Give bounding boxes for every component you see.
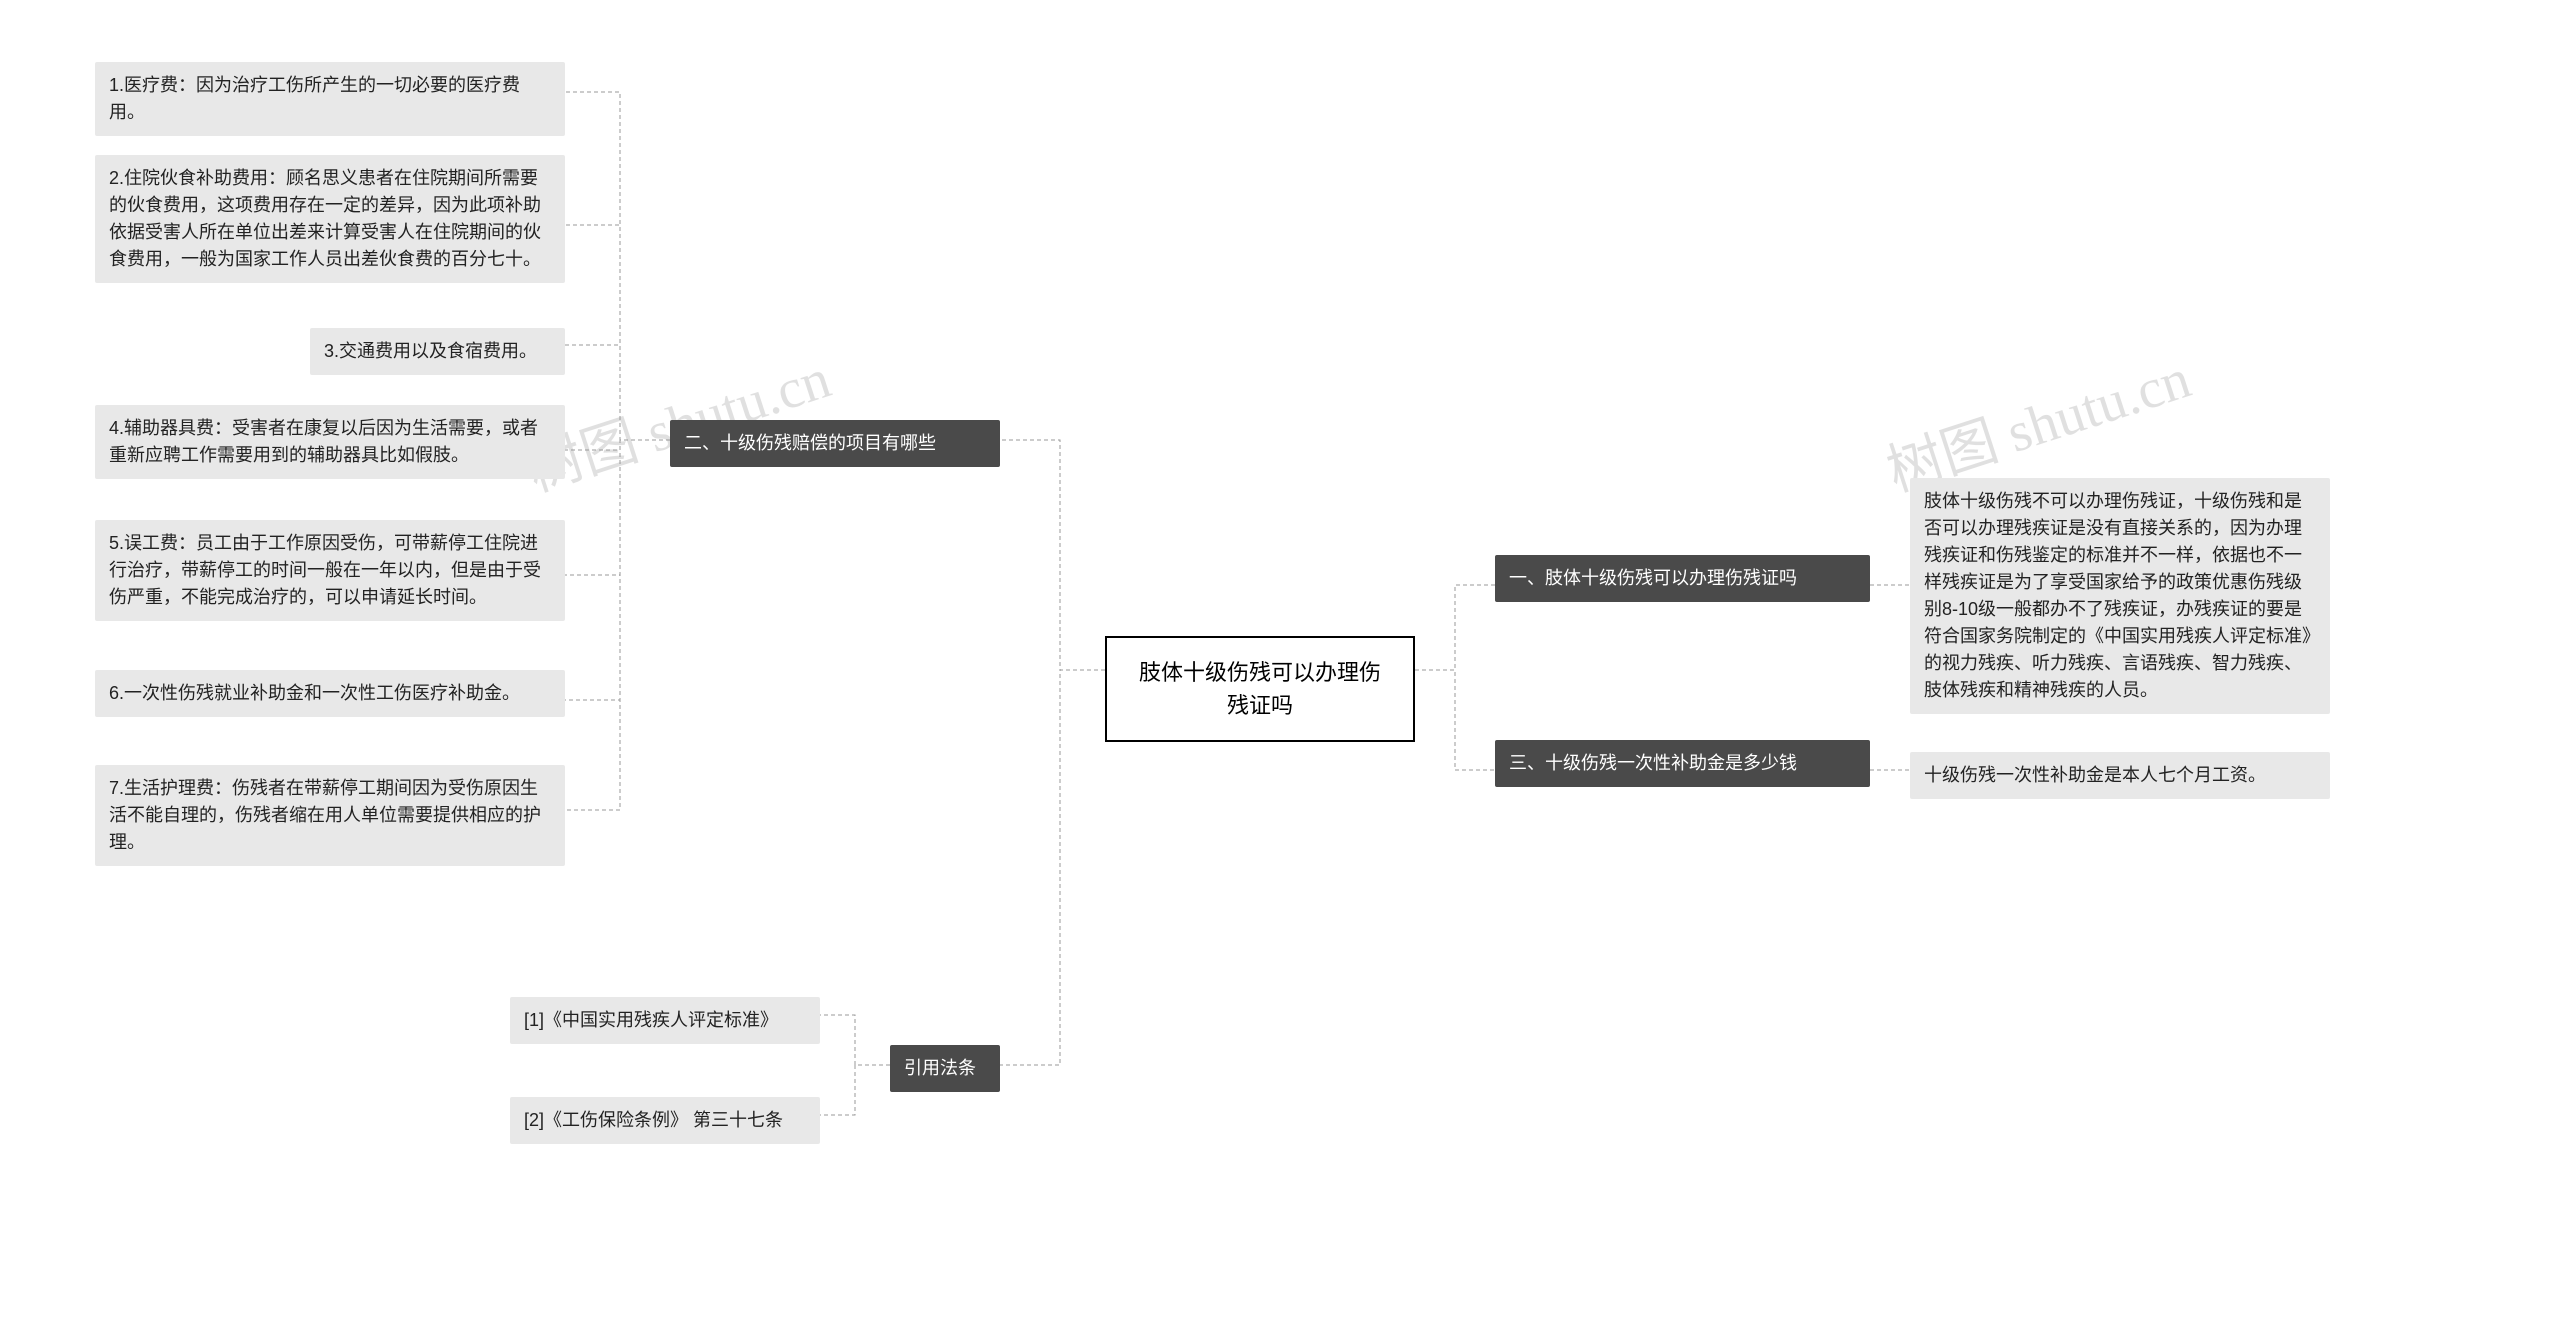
branch-right-1: 一、肢体十级伤残可以办理伤残证吗 (1495, 555, 1870, 602)
leaf-right-2-0: 十级伤残一次性补助金是本人七个月工资。 (1910, 752, 2330, 799)
leaf-text: 5.误工费：员工由于工作原因受伤，可带薪停工住院进行治疗，带薪停工的时间一般在一… (109, 533, 541, 607)
branch-label: 引用法条 (904, 1058, 976, 1078)
branch-label: 三、十级伤残一次性补助金是多少钱 (1509, 753, 1797, 773)
leaf-left-1-3: 4.辅助器具费：受害者在康复以后因为生活需要，或者重新应聘工作需要用到的辅助器具… (95, 405, 565, 479)
root-node: 肢体十级伤残可以办理伤残证吗 (1105, 636, 1415, 742)
leaf-left-1-0: 1.医疗费：因为治疗工伤所产生的一切必要的医疗费用。 (95, 62, 565, 136)
branch-label: 二、十级伤残赔偿的项目有哪些 (684, 433, 936, 453)
leaf-text: 2.住院伙食补助费用：顾名思义患者在住院期间所需要的伙食费用，这项费用存在一定的… (109, 168, 541, 269)
branch-left-2: 引用法条 (890, 1045, 1000, 1092)
leaf-text: 肢体十级伤残不可以办理伤残证，十级伤残和是否可以办理残疾证是没有直接关系的，因为… (1924, 491, 2311, 700)
branch-label: 一、肢体十级伤残可以办理伤残证吗 (1509, 568, 1797, 588)
leaf-text: [2]《工伤保险条例》 第三十七条 (524, 1110, 783, 1130)
leaf-left-1-1: 2.住院伙食补助费用：顾名思义患者在住院期间所需要的伙食费用，这项费用存在一定的… (95, 155, 565, 283)
leaf-left-2-1: [2]《工伤保险条例》 第三十七条 (510, 1097, 820, 1144)
leaf-text: 1.医疗费：因为治疗工伤所产生的一切必要的医疗费用。 (109, 75, 520, 122)
leaf-text: 4.辅助器具费：受害者在康复以后因为生活需要，或者重新应聘工作需要用到的辅助器具… (109, 418, 538, 465)
leaf-text: [1]《中国实用残疾人评定标准》 (524, 1010, 778, 1030)
leaf-left-2-0: [1]《中国实用残疾人评定标准》 (510, 997, 820, 1044)
branch-right-2: 三、十级伤残一次性补助金是多少钱 (1495, 740, 1870, 787)
leaf-left-1-2: 3.交通费用以及食宿费用。 (310, 328, 565, 375)
leaf-left-1-5: 6.一次性伤残就业补助金和一次性工伤医疗补助金。 (95, 670, 565, 717)
root-label: 肢体十级伤残可以办理伤残证吗 (1139, 660, 1381, 718)
leaf-right-1-0: 肢体十级伤残不可以办理伤残证，十级伤残和是否可以办理残疾证是没有直接关系的，因为… (1910, 478, 2330, 714)
leaf-left-1-4: 5.误工费：员工由于工作原因受伤，可带薪停工住院进行治疗，带薪停工的时间一般在一… (95, 520, 565, 621)
leaf-text: 6.一次性伤残就业补助金和一次性工伤医疗补助金。 (109, 683, 520, 703)
leaf-text: 十级伤残一次性补助金是本人七个月工资。 (1924, 765, 2266, 785)
leaf-text: 3.交通费用以及食宿费用。 (324, 341, 537, 361)
leaf-left-1-6: 7.生活护理费：伤残者在带薪停工期间因为受伤原因生活不能自理的，伤残者缩在用人单… (95, 765, 565, 866)
branch-left-1: 二、十级伤残赔偿的项目有哪些 (670, 420, 1000, 467)
leaf-text: 7.生活护理费：伤残者在带薪停工期间因为受伤原因生活不能自理的，伤残者缩在用人单… (109, 778, 541, 852)
